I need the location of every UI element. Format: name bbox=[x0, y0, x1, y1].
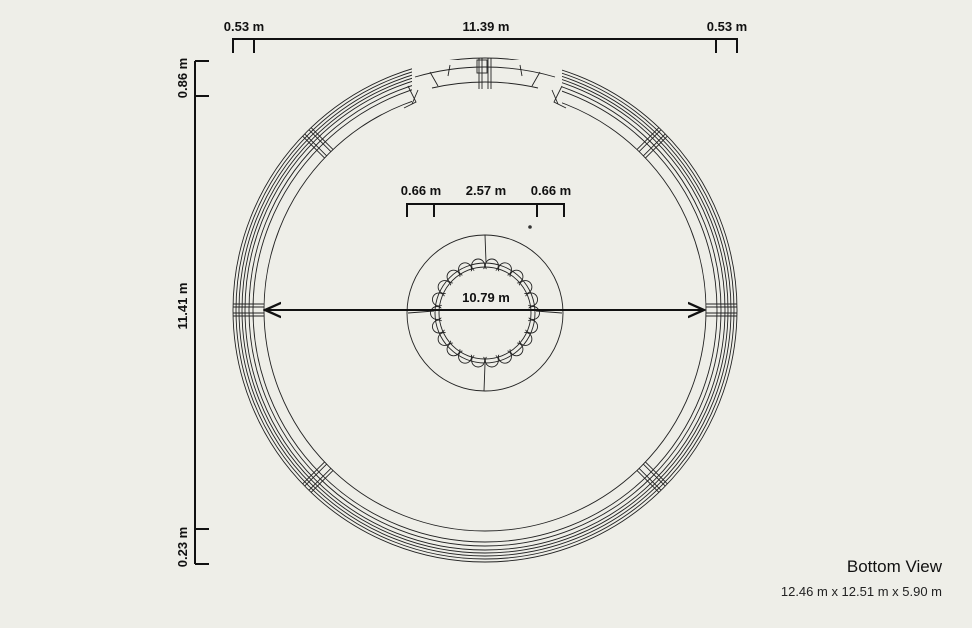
dim-diameter: 10.79 m bbox=[462, 290, 510, 305]
diameter-dimension: 10.79 m bbox=[265, 290, 704, 310]
rib-line bbox=[638, 129, 662, 152]
inner-hub bbox=[406, 234, 564, 392]
rib-line bbox=[645, 135, 668, 159]
rib-line bbox=[304, 463, 327, 487]
view-dimensions: 12.46 m x 12.51 m x 5.90 m bbox=[780, 584, 942, 599]
marker-dot bbox=[528, 225, 532, 229]
dim-top-right: 0.53 m bbox=[707, 19, 747, 34]
dim-top-center: 11.39 m bbox=[463, 19, 510, 34]
rib-line bbox=[638, 468, 662, 491]
view-title: Bottom View bbox=[846, 557, 942, 576]
rib-line bbox=[304, 133, 327, 157]
left-dimension: 0.86 m 11.41 m 0.23 m bbox=[175, 58, 209, 567]
rib-line bbox=[308, 468, 332, 491]
door-opening bbox=[403, 59, 567, 112]
rib-line bbox=[643, 133, 666, 157]
rib-line bbox=[308, 129, 332, 152]
dim-left-middle: 11.41 m bbox=[175, 283, 190, 330]
dim-top-left: 0.53 m bbox=[224, 19, 264, 34]
dim-left-top: 0.86 m bbox=[175, 58, 190, 98]
rib-line bbox=[636, 127, 660, 150]
inner-dimension: 0.66 m 2.57 m 0.66 m bbox=[401, 183, 571, 217]
top-dimension: 0.53 m 11.39 m 0.53 m bbox=[224, 19, 747, 53]
dim-left-bottom: 0.23 m bbox=[175, 527, 190, 567]
hub-center bbox=[441, 269, 529, 357]
dim-inner-right: 0.66 m bbox=[531, 183, 571, 198]
rib-line bbox=[302, 135, 325, 159]
rib-line bbox=[645, 461, 668, 485]
rib-line bbox=[310, 470, 334, 493]
rib-line bbox=[302, 461, 325, 485]
rib-line bbox=[310, 127, 334, 150]
radial-ribs bbox=[233, 58, 737, 493]
dim-inner-center: 2.57 m bbox=[466, 183, 506, 198]
rib-line bbox=[643, 463, 666, 487]
rib-line bbox=[636, 470, 660, 493]
dim-inner-left: 0.66 m bbox=[401, 183, 441, 198]
